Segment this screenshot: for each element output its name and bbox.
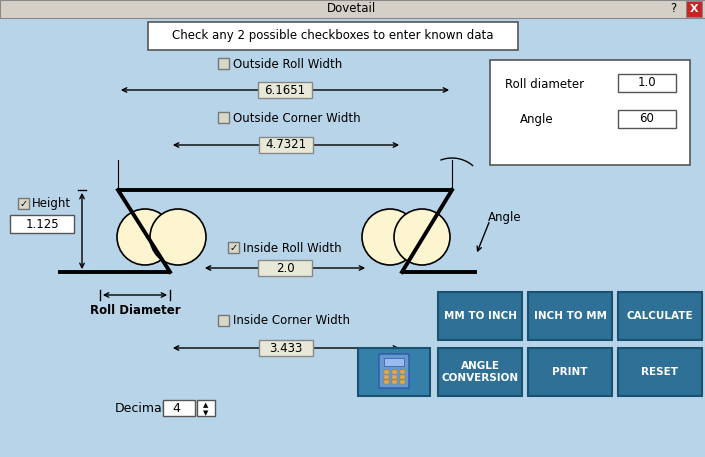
Text: ✓: ✓ bbox=[229, 243, 238, 253]
FancyBboxPatch shape bbox=[258, 260, 312, 276]
Text: Angle: Angle bbox=[520, 113, 553, 127]
Text: PRINT: PRINT bbox=[552, 367, 588, 377]
FancyBboxPatch shape bbox=[686, 1, 702, 17]
FancyBboxPatch shape bbox=[618, 348, 702, 396]
FancyBboxPatch shape bbox=[228, 242, 239, 253]
Text: Roll diameter: Roll diameter bbox=[505, 78, 584, 90]
Text: Dovetail: Dovetail bbox=[327, 2, 376, 16]
FancyBboxPatch shape bbox=[618, 74, 676, 92]
Text: RESET: RESET bbox=[642, 367, 678, 377]
FancyBboxPatch shape bbox=[218, 58, 229, 69]
Text: Inside Roll Width: Inside Roll Width bbox=[243, 241, 342, 255]
Text: ▲: ▲ bbox=[203, 402, 209, 408]
Text: 60: 60 bbox=[639, 112, 654, 126]
FancyBboxPatch shape bbox=[391, 380, 396, 384]
Text: CALCULATE: CALCULATE bbox=[627, 311, 693, 321]
Text: 4: 4 bbox=[172, 402, 180, 414]
Circle shape bbox=[150, 209, 206, 265]
Text: ▼: ▼ bbox=[203, 410, 209, 416]
Text: Outside Roll Width: Outside Roll Width bbox=[233, 58, 342, 70]
FancyBboxPatch shape bbox=[218, 112, 229, 123]
FancyBboxPatch shape bbox=[528, 348, 612, 396]
FancyBboxPatch shape bbox=[148, 22, 518, 50]
FancyBboxPatch shape bbox=[400, 375, 405, 379]
FancyBboxPatch shape bbox=[259, 137, 313, 153]
FancyBboxPatch shape bbox=[259, 340, 313, 356]
Text: Angle: Angle bbox=[488, 212, 522, 224]
Text: Height: Height bbox=[32, 197, 71, 211]
FancyBboxPatch shape bbox=[197, 400, 215, 416]
Text: 3.433: 3.433 bbox=[269, 341, 302, 355]
FancyBboxPatch shape bbox=[258, 82, 312, 98]
FancyBboxPatch shape bbox=[618, 110, 676, 128]
Circle shape bbox=[362, 209, 418, 265]
FancyBboxPatch shape bbox=[384, 358, 404, 366]
FancyBboxPatch shape bbox=[163, 400, 195, 416]
Text: Outside Corner Width: Outside Corner Width bbox=[233, 112, 361, 124]
Text: INCH TO MM: INCH TO MM bbox=[534, 311, 606, 321]
FancyBboxPatch shape bbox=[358, 348, 430, 396]
FancyBboxPatch shape bbox=[18, 198, 29, 209]
FancyBboxPatch shape bbox=[438, 292, 522, 340]
Text: Check any 2 possible checkboxes to enter known data: Check any 2 possible checkboxes to enter… bbox=[172, 30, 494, 43]
FancyBboxPatch shape bbox=[438, 348, 522, 396]
Circle shape bbox=[117, 209, 173, 265]
Text: X: X bbox=[689, 4, 699, 14]
Text: 2.0: 2.0 bbox=[276, 261, 294, 275]
Text: Inside Corner Width: Inside Corner Width bbox=[233, 314, 350, 328]
FancyBboxPatch shape bbox=[384, 375, 388, 379]
Circle shape bbox=[394, 209, 450, 265]
Text: 1.0: 1.0 bbox=[638, 76, 656, 90]
Text: Decimal: Decimal bbox=[115, 402, 166, 414]
FancyBboxPatch shape bbox=[618, 292, 702, 340]
FancyBboxPatch shape bbox=[400, 380, 405, 384]
FancyBboxPatch shape bbox=[0, 0, 705, 18]
Text: 6.1651: 6.1651 bbox=[264, 84, 305, 96]
Text: 1.125: 1.125 bbox=[25, 218, 59, 230]
Text: ?: ? bbox=[670, 2, 676, 16]
Text: MM TO INCH: MM TO INCH bbox=[443, 311, 517, 321]
FancyBboxPatch shape bbox=[400, 370, 405, 374]
Text: Roll Diameter: Roll Diameter bbox=[90, 303, 180, 317]
Text: ✓: ✓ bbox=[20, 198, 27, 208]
FancyBboxPatch shape bbox=[384, 370, 388, 374]
FancyBboxPatch shape bbox=[528, 292, 612, 340]
FancyBboxPatch shape bbox=[490, 60, 690, 165]
FancyBboxPatch shape bbox=[384, 380, 388, 384]
FancyBboxPatch shape bbox=[391, 375, 396, 379]
FancyBboxPatch shape bbox=[10, 215, 74, 233]
Text: ANGLE
CONVERSION: ANGLE CONVERSION bbox=[441, 361, 519, 383]
FancyBboxPatch shape bbox=[391, 370, 396, 374]
Text: 4.7321: 4.7321 bbox=[266, 138, 307, 152]
FancyBboxPatch shape bbox=[218, 315, 229, 326]
FancyBboxPatch shape bbox=[379, 354, 409, 388]
